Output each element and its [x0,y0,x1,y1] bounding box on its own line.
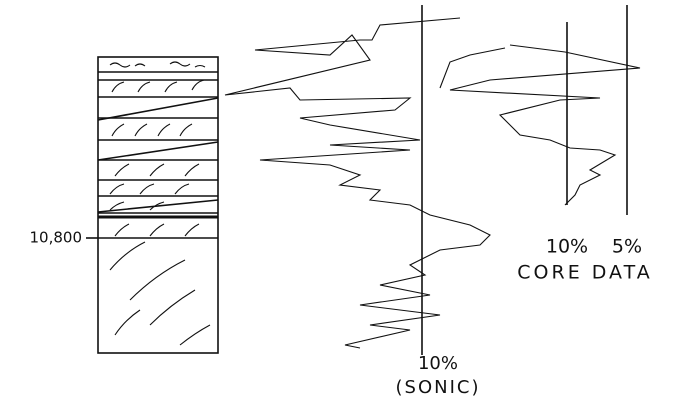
core-scale-right: 5% [612,236,642,258]
core-curve-branch [440,48,505,88]
wavy-laminae [110,62,205,67]
core-curve [450,45,640,205]
sonic-label: (SONIC) [396,377,481,398]
core-scale-left: 10% [546,236,588,258]
sonic-scale: 10% [418,353,458,374]
depth-label: 10,800 [30,229,83,247]
lithology-column: 10,800 [30,57,219,353]
sonic-log: 10% (SONIC) [225,5,490,398]
core-label: CORE DATA [517,262,652,284]
well-log-figure: 10,800 10% (SONIC) 10% 5% CORE DATA [0,0,690,416]
bed-boundaries [98,72,218,238]
wedge-lines [98,98,218,212]
page: {"depth_label": "10,800", "sonic": {"sca… [0,0,690,416]
core-data: 10% 5% CORE DATA [440,5,653,284]
sonic-curve [225,18,490,348]
